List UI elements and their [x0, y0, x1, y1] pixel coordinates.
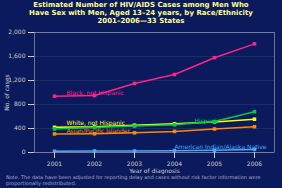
- html-text:Note. The data have been adjus: Note. The data have been adjusted for re…: [6, 174, 261, 186]
- svg-text:Black, not Hispanic: Black, not Hispanic: [67, 89, 124, 97]
- svg-text:2002: 2002: [87, 160, 102, 167]
- svg-text:1,200: 1,200: [8, 76, 25, 83]
- svg-text:400: 400: [14, 124, 26, 131]
- svg-text:Hispanic: Hispanic: [195, 117, 221, 125]
- svg-text:2,000: 2,000: [8, 28, 25, 35]
- svg-text:American Indian/Alaska Native: American Indian/Alaska Native: [175, 143, 267, 150]
- svg-text:0: 0: [22, 148, 26, 155]
- svg-text:2001: 2001: [47, 160, 62, 167]
- svg-text:800: 800: [14, 100, 26, 107]
- svg-text:White, not Hispanic: White, not Hispanic: [67, 119, 126, 127]
- svg-text:Year of diagnosis: Year of diagnosis: [128, 167, 180, 175]
- svg-text:2005: 2005: [207, 160, 222, 167]
- svg-text:Asian/Pacific Islander: Asian/Pacific Islander: [67, 127, 131, 134]
- svg-text:2003: 2003: [126, 159, 143, 167]
- svg-text:2004: 2004: [166, 159, 183, 167]
- svg-text:1,600: 1,600: [8, 52, 25, 59]
- html-text:Estimated Number of HIV/AIDS C: Estimated Number of HIV/AIDS Cases among…: [29, 1, 253, 25]
- svg-text:2006: 2006: [247, 160, 262, 167]
- svg-text:No. of cases: No. of cases: [3, 74, 10, 110]
